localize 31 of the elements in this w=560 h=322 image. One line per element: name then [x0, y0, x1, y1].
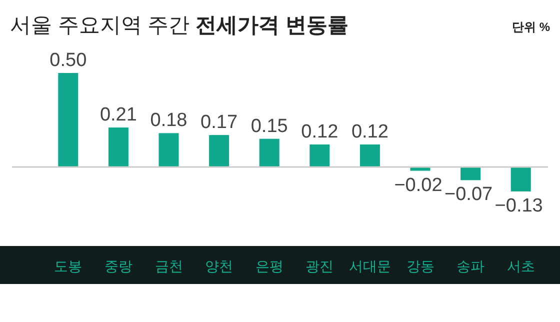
bar — [310, 144, 330, 167]
title: 서울 주요지역 주간 전세가격 변동률 — [10, 14, 348, 37]
x-tick-label: 서초 — [506, 258, 535, 274]
data-label: 0.18 — [150, 110, 188, 132]
bar — [510, 167, 531, 192]
text: 단위 % — [512, 20, 550, 34]
data-label: −0.13 — [494, 195, 543, 216]
x-tick-label: 중랑 — [104, 258, 132, 274]
data-label: 0.21 — [100, 104, 137, 126]
x-tick-label: 금천 — [154, 258, 183, 274]
data-label: 0.50 — [50, 50, 87, 71]
x-tick-label: 광진 — [306, 258, 334, 274]
bar — [209, 135, 230, 167]
x-tick-label: 도봉 — [54, 258, 82, 274]
data-label: −0.02 — [394, 174, 442, 196]
x-tick-label: 은평 — [255, 258, 284, 274]
bar — [58, 73, 78, 167]
x-tick-label: 양천 — [205, 258, 234, 274]
x-tick-label: 송파 — [456, 258, 485, 274]
bar — [460, 167, 481, 180]
data-label: −0.07 — [444, 184, 493, 206]
data-label: 0.15 — [250, 116, 288, 137]
x-tick-label: 서대문 — [348, 258, 391, 274]
bar — [259, 138, 280, 167]
bar — [360, 144, 380, 167]
data-label: 0.17 — [200, 112, 238, 134]
bar — [108, 128, 128, 167]
x-tick-label: 강동 — [406, 258, 434, 274]
data-label: 0.12 — [351, 121, 388, 142]
bar — [158, 133, 179, 167]
data-label: 0.12 — [301, 121, 338, 142]
